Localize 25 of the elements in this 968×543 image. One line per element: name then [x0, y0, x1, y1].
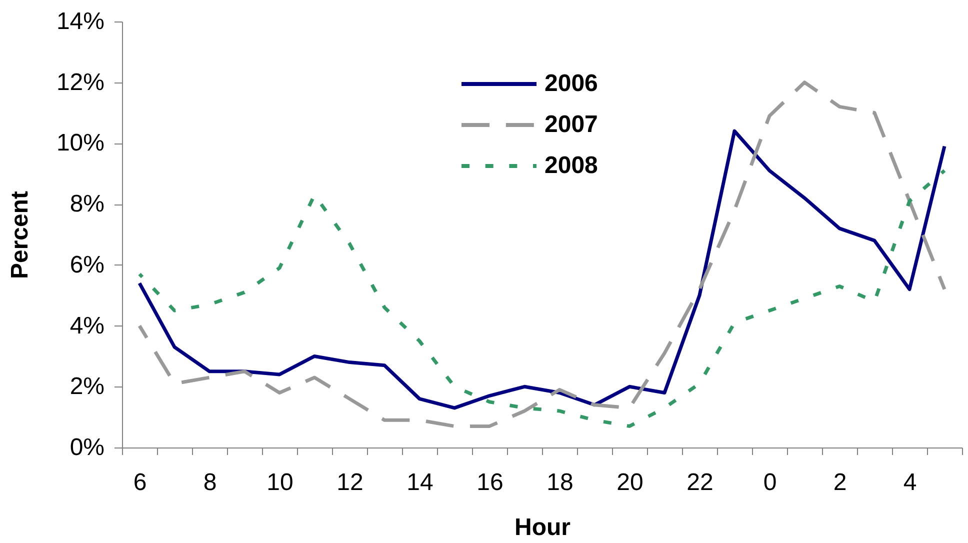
x-tick-label: 0 [763, 469, 777, 496]
x-tick-label: 8 [203, 469, 217, 496]
x-tick-label: 2 [833, 469, 847, 496]
x-tick-label: 6 [133, 469, 147, 496]
x-tick-label: 20 [616, 469, 644, 496]
y-tick-label: 2% [70, 373, 104, 400]
legend-label: 2007 [544, 111, 598, 138]
x-tick-label: 14 [406, 469, 434, 496]
x-tick-label: 4 [903, 469, 917, 496]
y-axis-title: Percent [6, 190, 34, 280]
legend-label: 2008 [544, 152, 598, 179]
y-tick-label: 0% [70, 434, 104, 461]
y-tick-label: 14% [56, 8, 104, 35]
x-tick-label: 16 [476, 469, 504, 496]
legend-label: 2006 [544, 70, 598, 97]
x-axis-title: Hour [514, 514, 570, 541]
y-tick-label: 8% [70, 190, 104, 218]
x-tick-label: 10 [266, 469, 294, 496]
y-tick-label: 4% [70, 312, 104, 340]
x-tick-label: 18 [546, 469, 574, 496]
y-tick-label: 12% [56, 68, 104, 96]
y-tick-label: 6% [70, 251, 104, 278]
x-tick-label: 12 [336, 469, 364, 496]
y-tick-label: 10% [56, 130, 104, 157]
x-tick-label: 22 [686, 469, 714, 496]
